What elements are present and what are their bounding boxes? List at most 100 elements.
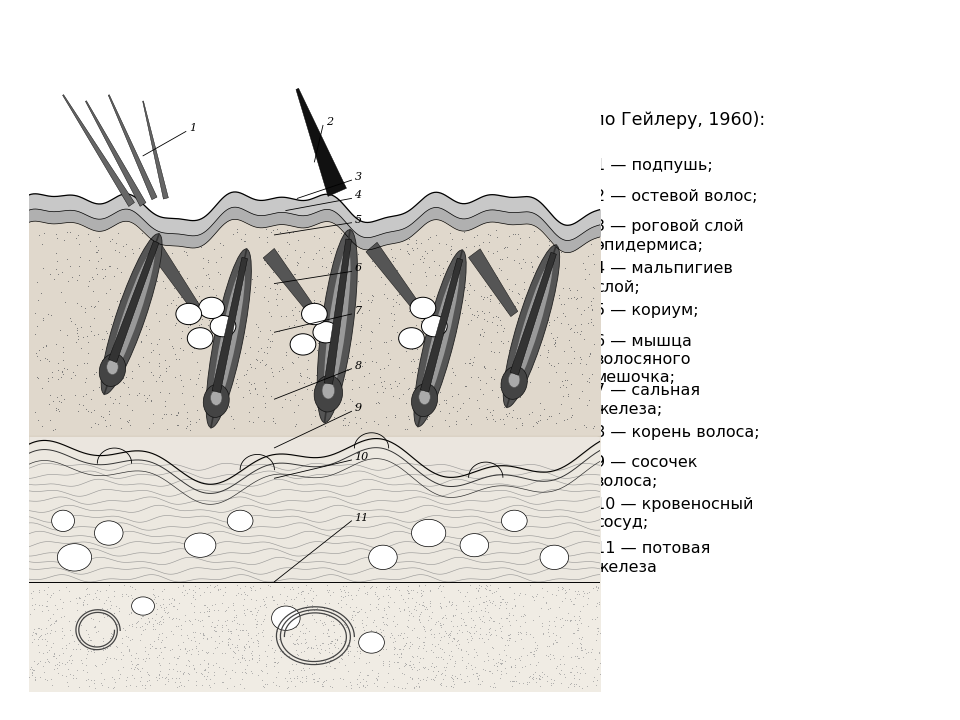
Point xyxy=(257,609,273,621)
Point xyxy=(558,310,573,322)
Point xyxy=(103,359,118,370)
Point xyxy=(286,593,301,605)
Point xyxy=(196,606,211,618)
Point xyxy=(246,377,261,389)
Point xyxy=(402,640,418,652)
Point xyxy=(413,590,428,602)
Point xyxy=(472,591,488,603)
Point xyxy=(475,236,491,248)
Point xyxy=(40,582,56,593)
Point xyxy=(485,410,500,421)
Point xyxy=(289,658,304,670)
Point xyxy=(371,396,386,408)
Point xyxy=(421,261,437,273)
Point xyxy=(376,288,392,300)
Point xyxy=(137,683,153,694)
Point xyxy=(118,680,133,691)
Polygon shape xyxy=(108,241,159,363)
Point xyxy=(406,622,421,634)
Point xyxy=(192,368,207,379)
Ellipse shape xyxy=(94,521,123,545)
Point xyxy=(75,331,90,343)
Point xyxy=(449,620,465,631)
Point xyxy=(512,652,527,663)
Point xyxy=(206,243,222,254)
Point xyxy=(307,404,323,415)
Point xyxy=(188,416,204,428)
Point xyxy=(412,652,427,663)
Point xyxy=(54,390,69,401)
Point xyxy=(45,587,60,598)
Point xyxy=(426,662,442,673)
Point xyxy=(513,391,528,402)
Point xyxy=(338,419,353,431)
Point xyxy=(453,612,468,624)
Point xyxy=(483,611,498,623)
Point xyxy=(282,583,298,595)
Point xyxy=(278,594,294,606)
Point xyxy=(372,592,387,603)
Point xyxy=(266,616,281,627)
Point xyxy=(358,657,373,669)
Point xyxy=(579,375,594,387)
Point xyxy=(125,325,140,337)
Point xyxy=(85,593,101,605)
Ellipse shape xyxy=(540,545,568,570)
Point xyxy=(85,285,101,297)
Point xyxy=(531,674,546,685)
Point xyxy=(325,605,341,616)
Point xyxy=(490,245,505,256)
Point xyxy=(341,327,356,338)
Point xyxy=(99,287,114,299)
Point xyxy=(186,631,202,643)
Point xyxy=(184,346,200,358)
Point xyxy=(165,342,180,354)
Point xyxy=(564,651,579,662)
Point xyxy=(490,311,505,323)
Point xyxy=(319,674,334,685)
Point xyxy=(308,323,324,335)
Point xyxy=(113,646,129,657)
Point xyxy=(478,579,493,590)
Point xyxy=(293,369,308,381)
Point xyxy=(559,381,574,392)
Point xyxy=(289,256,304,268)
Point xyxy=(488,415,503,427)
Point xyxy=(248,383,263,395)
Point xyxy=(282,631,298,642)
Point xyxy=(563,666,578,678)
Point xyxy=(410,354,425,365)
Point xyxy=(477,603,492,614)
Point xyxy=(228,377,243,388)
Point xyxy=(297,665,312,676)
Point xyxy=(494,621,510,632)
Point xyxy=(393,649,408,660)
Point xyxy=(260,333,276,344)
Point xyxy=(252,356,268,367)
Point xyxy=(287,301,302,312)
Ellipse shape xyxy=(322,382,335,399)
Point xyxy=(371,598,386,610)
Point xyxy=(417,636,432,647)
Point xyxy=(356,348,372,359)
Point xyxy=(266,594,281,606)
Point xyxy=(582,586,597,598)
Point xyxy=(194,667,209,678)
Point xyxy=(166,294,181,305)
Point xyxy=(401,382,417,394)
Point xyxy=(125,669,140,680)
Point xyxy=(258,658,274,670)
Point xyxy=(403,607,419,618)
Point xyxy=(503,675,518,687)
Point xyxy=(494,253,510,264)
Point xyxy=(325,619,341,631)
Point xyxy=(88,240,104,251)
Point xyxy=(229,227,245,238)
Point xyxy=(410,329,425,341)
Point xyxy=(233,305,249,316)
Point xyxy=(32,585,47,596)
Point xyxy=(489,224,504,235)
Point xyxy=(87,621,103,632)
Point xyxy=(396,668,412,680)
Point xyxy=(66,635,82,647)
